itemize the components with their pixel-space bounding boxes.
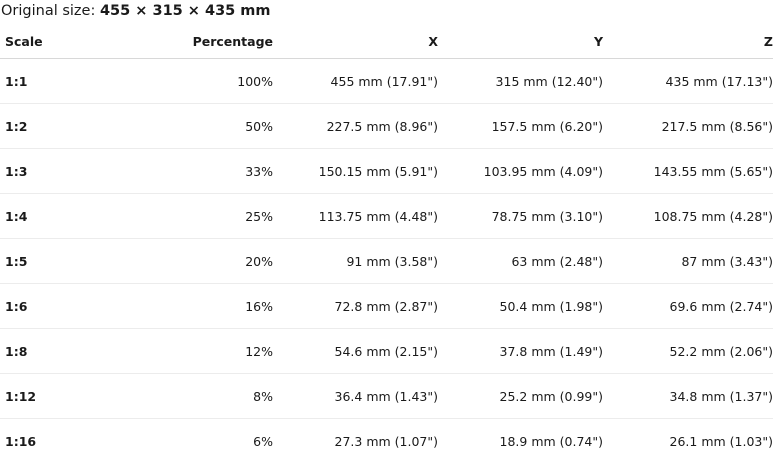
- table-cell: 1:3: [0, 148, 155, 194]
- table-cell: 100%: [155, 58, 273, 104]
- column-header: X: [273, 24, 438, 59]
- table-cell: 36.4 mm (1.43"): [273, 373, 438, 419]
- table-body: 1:1 100% 455 mm (17.91") 315 mm (12.40") 435…: [0, 58, 773, 464]
- table-cell: 12%: [155, 328, 273, 374]
- table-cell: 143.55 mm (5.65"): [603, 148, 773, 194]
- table-cell: 54.6 mm (2.15"): [273, 328, 438, 374]
- table-row: 1:12 8% 36.4 mm (1.43") 25.2 mm (0.99") 34.8…: [0, 373, 773, 419]
- table-row: 1:5 20% 91 mm (3.58") 63 mm (2.48") 87 mm (3…: [0, 238, 773, 284]
- table-cell: 103.95 mm (4.09"): [438, 148, 603, 194]
- table-cell: 69.6 mm (2.74"): [603, 283, 773, 329]
- table-cell: 6%: [253, 433, 273, 449]
- table-cell: 1:8: [0, 328, 155, 374]
- table-cell: 157.5 mm (6.20"): [438, 103, 603, 149]
- table-cell: 26.1 mm (1.03"): [669, 433, 773, 449]
- table-row: 1:8 12% 54.6 mm (2.15") 37.8 mm (1.49") 52.2…: [0, 328, 773, 374]
- table-cell: 27.3 mm (1.07"): [334, 433, 438, 449]
- table-cell: 20%: [155, 238, 273, 284]
- table-cell: 25.2 mm (0.99"): [438, 373, 603, 419]
- table-row: 1:4 25% 113.75 mm (4.48") 78.75 mm (3.10") 1…: [0, 193, 773, 239]
- table-cell: 37.8 mm (1.49"): [438, 328, 603, 374]
- table-cell: 1:16: [5, 433, 37, 449]
- table-cell: 435 mm (17.13"): [603, 58, 773, 104]
- column-header: Z: [603, 24, 773, 59]
- table-cell: 1:12: [0, 373, 155, 419]
- table-cell: 108.75 mm (4.28"): [603, 193, 773, 239]
- table-cell: 315 mm (12.40"): [438, 58, 603, 104]
- size-value: 455 × 315 × 435 mm: [99, 3, 271, 19]
- table-cell: 217.5 mm (8.56"): [603, 103, 773, 149]
- table-cell: 18.9 mm (0.74"): [499, 433, 603, 449]
- table-cell: 91 mm (3.58"): [273, 238, 438, 284]
- table-cell: 1:6: [0, 283, 155, 329]
- table-cell: 1:2: [0, 103, 155, 149]
- table-cell: 78.75 mm (3.10"): [438, 193, 603, 239]
- table-row: 1:1 100% 455 mm (17.91") 315 mm (12.40") 435…: [0, 58, 773, 104]
- scale-table: Scale Percentage X Y Z 1:1 100% 455 mm (17.91"…: [0, 24, 773, 463]
- size-header: Original size: 455 × 315 × 435 mm: [0, 0, 784, 24]
- table-row: 1:16 6% 27.3 mm (1.07") 18.9 mm (0.74") 26.1…: [0, 419, 773, 464]
- size-label: Original size:: [1, 3, 96, 19]
- table-cell: 63 mm (2.48"): [438, 238, 603, 284]
- column-header: Percentage: [155, 24, 273, 59]
- table-cell: 33%: [155, 148, 273, 194]
- table-cell: 87 mm (3.43"): [603, 238, 773, 284]
- table-cell: 8%: [155, 373, 273, 419]
- column-header: Y: [438, 24, 603, 59]
- table-cell: 150.15 mm (5.91"): [273, 148, 438, 194]
- table-cell: 1:5: [0, 238, 155, 284]
- table-cell: 113.75 mm (4.48"): [273, 193, 438, 239]
- header-row: Scale Percentage X Y Z: [0, 24, 773, 59]
- table-cell: 50%: [155, 103, 273, 149]
- table-cell: 1:1: [0, 58, 155, 104]
- table-row: 1:2 50% 227.5 mm (8.96") 157.5 mm (6.20") 21…: [0, 103, 773, 149]
- table-cell: 227.5 mm (8.96"): [273, 103, 438, 149]
- table-cell: 16%: [155, 283, 273, 329]
- table-cell: 25%: [155, 193, 273, 239]
- table-cell: 34.8 mm (1.37"): [603, 373, 773, 419]
- table-cell: 455 mm (17.91"): [273, 58, 438, 104]
- table-cell: 1:4: [0, 193, 155, 239]
- table-row: 1:3 33% 150.15 mm (5.91") 103.95 mm (4.09")…: [0, 148, 773, 194]
- table-cell: 50.4 mm (1.98"): [438, 283, 603, 329]
- table-cell: 72.8 mm (2.87"): [273, 283, 438, 329]
- table-row: 1:6 16% 72.8 mm (2.87") 50.4 mm (1.98") 69.6…: [0, 283, 773, 329]
- column-header: Scale: [0, 24, 155, 59]
- table-cell: 52.2 mm (2.06"): [603, 328, 773, 374]
